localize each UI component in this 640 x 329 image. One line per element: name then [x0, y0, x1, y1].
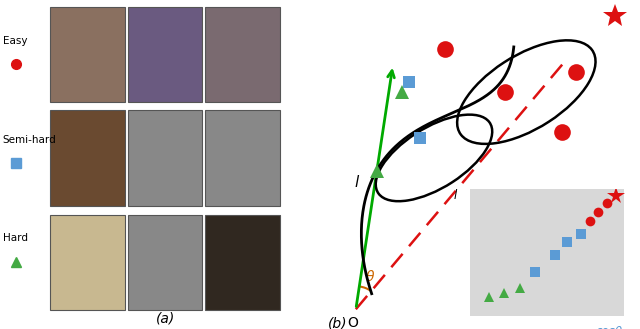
Text: θ: θ	[366, 270, 374, 285]
Text: O: O	[347, 316, 358, 329]
FancyBboxPatch shape	[127, 7, 202, 102]
FancyBboxPatch shape	[50, 110, 125, 206]
Text: Hard: Hard	[3, 234, 28, 243]
Text: (b): (b)	[328, 316, 348, 329]
Text: Easy: Easy	[3, 36, 28, 46]
Text: cosθ: cosθ	[595, 324, 622, 329]
FancyBboxPatch shape	[205, 7, 280, 102]
Text: (a): (a)	[156, 312, 175, 326]
FancyBboxPatch shape	[50, 215, 125, 310]
FancyBboxPatch shape	[50, 7, 125, 102]
FancyBboxPatch shape	[127, 110, 202, 206]
FancyBboxPatch shape	[205, 215, 280, 310]
FancyBboxPatch shape	[127, 215, 202, 310]
Text: Semi-hard: Semi-hard	[3, 135, 56, 145]
FancyBboxPatch shape	[205, 110, 280, 206]
Text: l: l	[355, 175, 359, 190]
Text: l: l	[453, 189, 457, 202]
